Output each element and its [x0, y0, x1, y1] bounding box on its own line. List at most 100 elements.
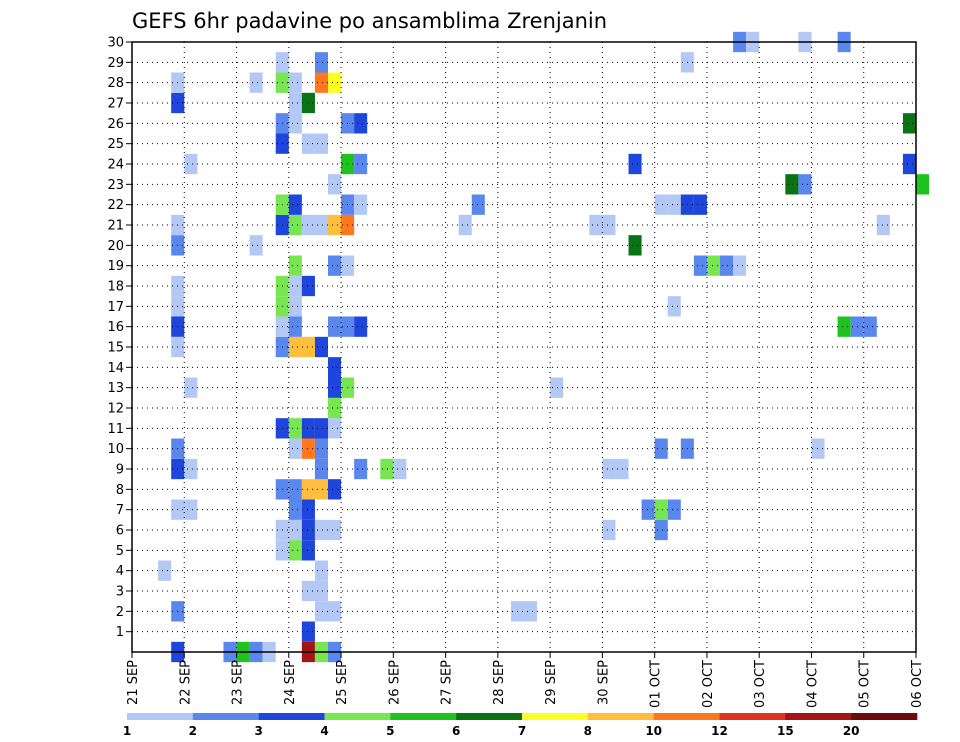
precip-cell — [628, 235, 642, 256]
precip-cell — [354, 153, 368, 175]
legend-swatch — [456, 713, 523, 720]
legend-label: 10 — [645, 724, 662, 738]
precip-cell — [328, 316, 342, 337]
legend-label: 4 — [320, 724, 328, 738]
precip-cell — [693, 194, 707, 215]
precip-cell — [354, 458, 368, 480]
legend-label: 7 — [518, 724, 526, 738]
y-tick-label: 30 — [107, 36, 124, 51]
y-tick-label: 25 — [107, 137, 124, 152]
legend-label: 3 — [254, 724, 262, 738]
precip-cell — [798, 174, 812, 195]
precip-cell — [288, 479, 302, 500]
precip-cell — [328, 601, 342, 622]
precip-cell — [602, 458, 616, 480]
precip-cell — [654, 438, 668, 459]
plot-frame — [131, 41, 917, 653]
precip-cell — [328, 174, 342, 195]
precip-cell — [301, 499, 315, 520]
y-tick-label: 15 — [107, 341, 124, 356]
precip-cell — [314, 601, 328, 622]
legend-swatch — [653, 713, 720, 720]
precip-cell — [314, 458, 328, 480]
precip-cell — [902, 153, 916, 175]
precip-cell — [328, 255, 342, 276]
y-tick-label: 9 — [116, 463, 124, 478]
precip-cell — [288, 72, 302, 93]
y-tick-label: 6 — [116, 524, 124, 539]
precip-cell — [328, 72, 342, 93]
precip-cell — [314, 479, 328, 500]
precip-cell — [354, 113, 368, 134]
y-tick-label: 26 — [107, 117, 124, 132]
x-tick-label: 29 SEP — [544, 660, 559, 705]
y-tick-label: 22 — [107, 198, 124, 213]
y-tick-label: 8 — [116, 483, 124, 498]
legend-swatch — [719, 713, 786, 720]
precip-cell — [314, 560, 328, 581]
precip-cell — [288, 194, 302, 215]
precip-cell — [654, 499, 668, 520]
precip-cell — [314, 52, 328, 73]
y-tick-label: 1 — [116, 625, 124, 640]
precip-cell — [706, 255, 720, 276]
dotted-grid — [132, 42, 916, 652]
y-tick-label: 7 — [116, 503, 124, 518]
x-axis-ticks: 21 SEP 22 SEP 23 SEP 24 SEP 25 SEP 26 SEP 27 S… — [126, 652, 925, 708]
precip-cell — [628, 153, 642, 175]
precip-cell — [667, 296, 681, 317]
precip-cell — [249, 72, 263, 93]
y-tick-label: 29 — [107, 56, 124, 71]
y-tick-label: 2 — [116, 605, 124, 620]
legend-label: 1 — [123, 724, 131, 738]
precip-cell — [301, 519, 315, 541]
legend-swatch — [127, 713, 194, 720]
legend-label: 2 — [189, 724, 197, 738]
color-legend: 1 2 3 4 5 6 7 8 10 12 15 20 — [123, 713, 918, 738]
x-tick-label: 06 OCT — [910, 660, 925, 708]
precip-cell — [288, 499, 302, 520]
precip-cell — [288, 438, 302, 459]
precip-cell — [184, 153, 198, 175]
y-tick-label: 23 — [107, 178, 124, 193]
precip-cell — [288, 214, 302, 236]
precip-cell — [301, 438, 315, 459]
legend-swatch — [785, 713, 852, 720]
precip-cell — [314, 72, 328, 93]
precip-cell — [524, 601, 538, 622]
precip-cell — [249, 235, 263, 256]
precip-cell — [314, 214, 328, 236]
precip-cell — [314, 519, 328, 541]
precip-cell — [785, 174, 799, 195]
y-tick-label: 5 — [116, 544, 124, 559]
precip-cell — [693, 255, 707, 276]
y-tick-label: 16 — [107, 320, 124, 335]
precip-cell — [288, 519, 302, 541]
precip-cell — [354, 316, 368, 337]
y-tick-label: 21 — [107, 219, 124, 234]
precip-cell — [458, 214, 472, 236]
precip-cell — [184, 377, 198, 398]
precip-cell — [328, 418, 342, 439]
x-tick-label: 22 SEP — [178, 660, 193, 705]
precip-cell — [301, 540, 315, 561]
precip-cell — [314, 438, 328, 459]
precip-cell — [602, 519, 616, 541]
precip-cell — [288, 113, 302, 134]
precip-cell — [314, 133, 328, 154]
precip-cell — [811, 438, 825, 459]
legend-swatch — [587, 713, 654, 720]
y-tick-label: 3 — [116, 585, 124, 600]
y-tick-label: 13 — [107, 381, 124, 396]
precip-cell — [602, 214, 616, 236]
precip-cell — [328, 397, 342, 419]
precip-cell — [550, 377, 564, 398]
precip-cell — [328, 519, 342, 541]
y-tick-label: 10 — [107, 442, 124, 457]
precip-cell — [288, 316, 302, 337]
y-axis-ticks: 1234567891011121314151617181920212223242… — [107, 36, 132, 640]
legend-label: 5 — [386, 724, 394, 738]
precip-cell — [720, 255, 734, 276]
precip-cell — [589, 214, 603, 236]
y-tick-label: 27 — [107, 97, 124, 112]
